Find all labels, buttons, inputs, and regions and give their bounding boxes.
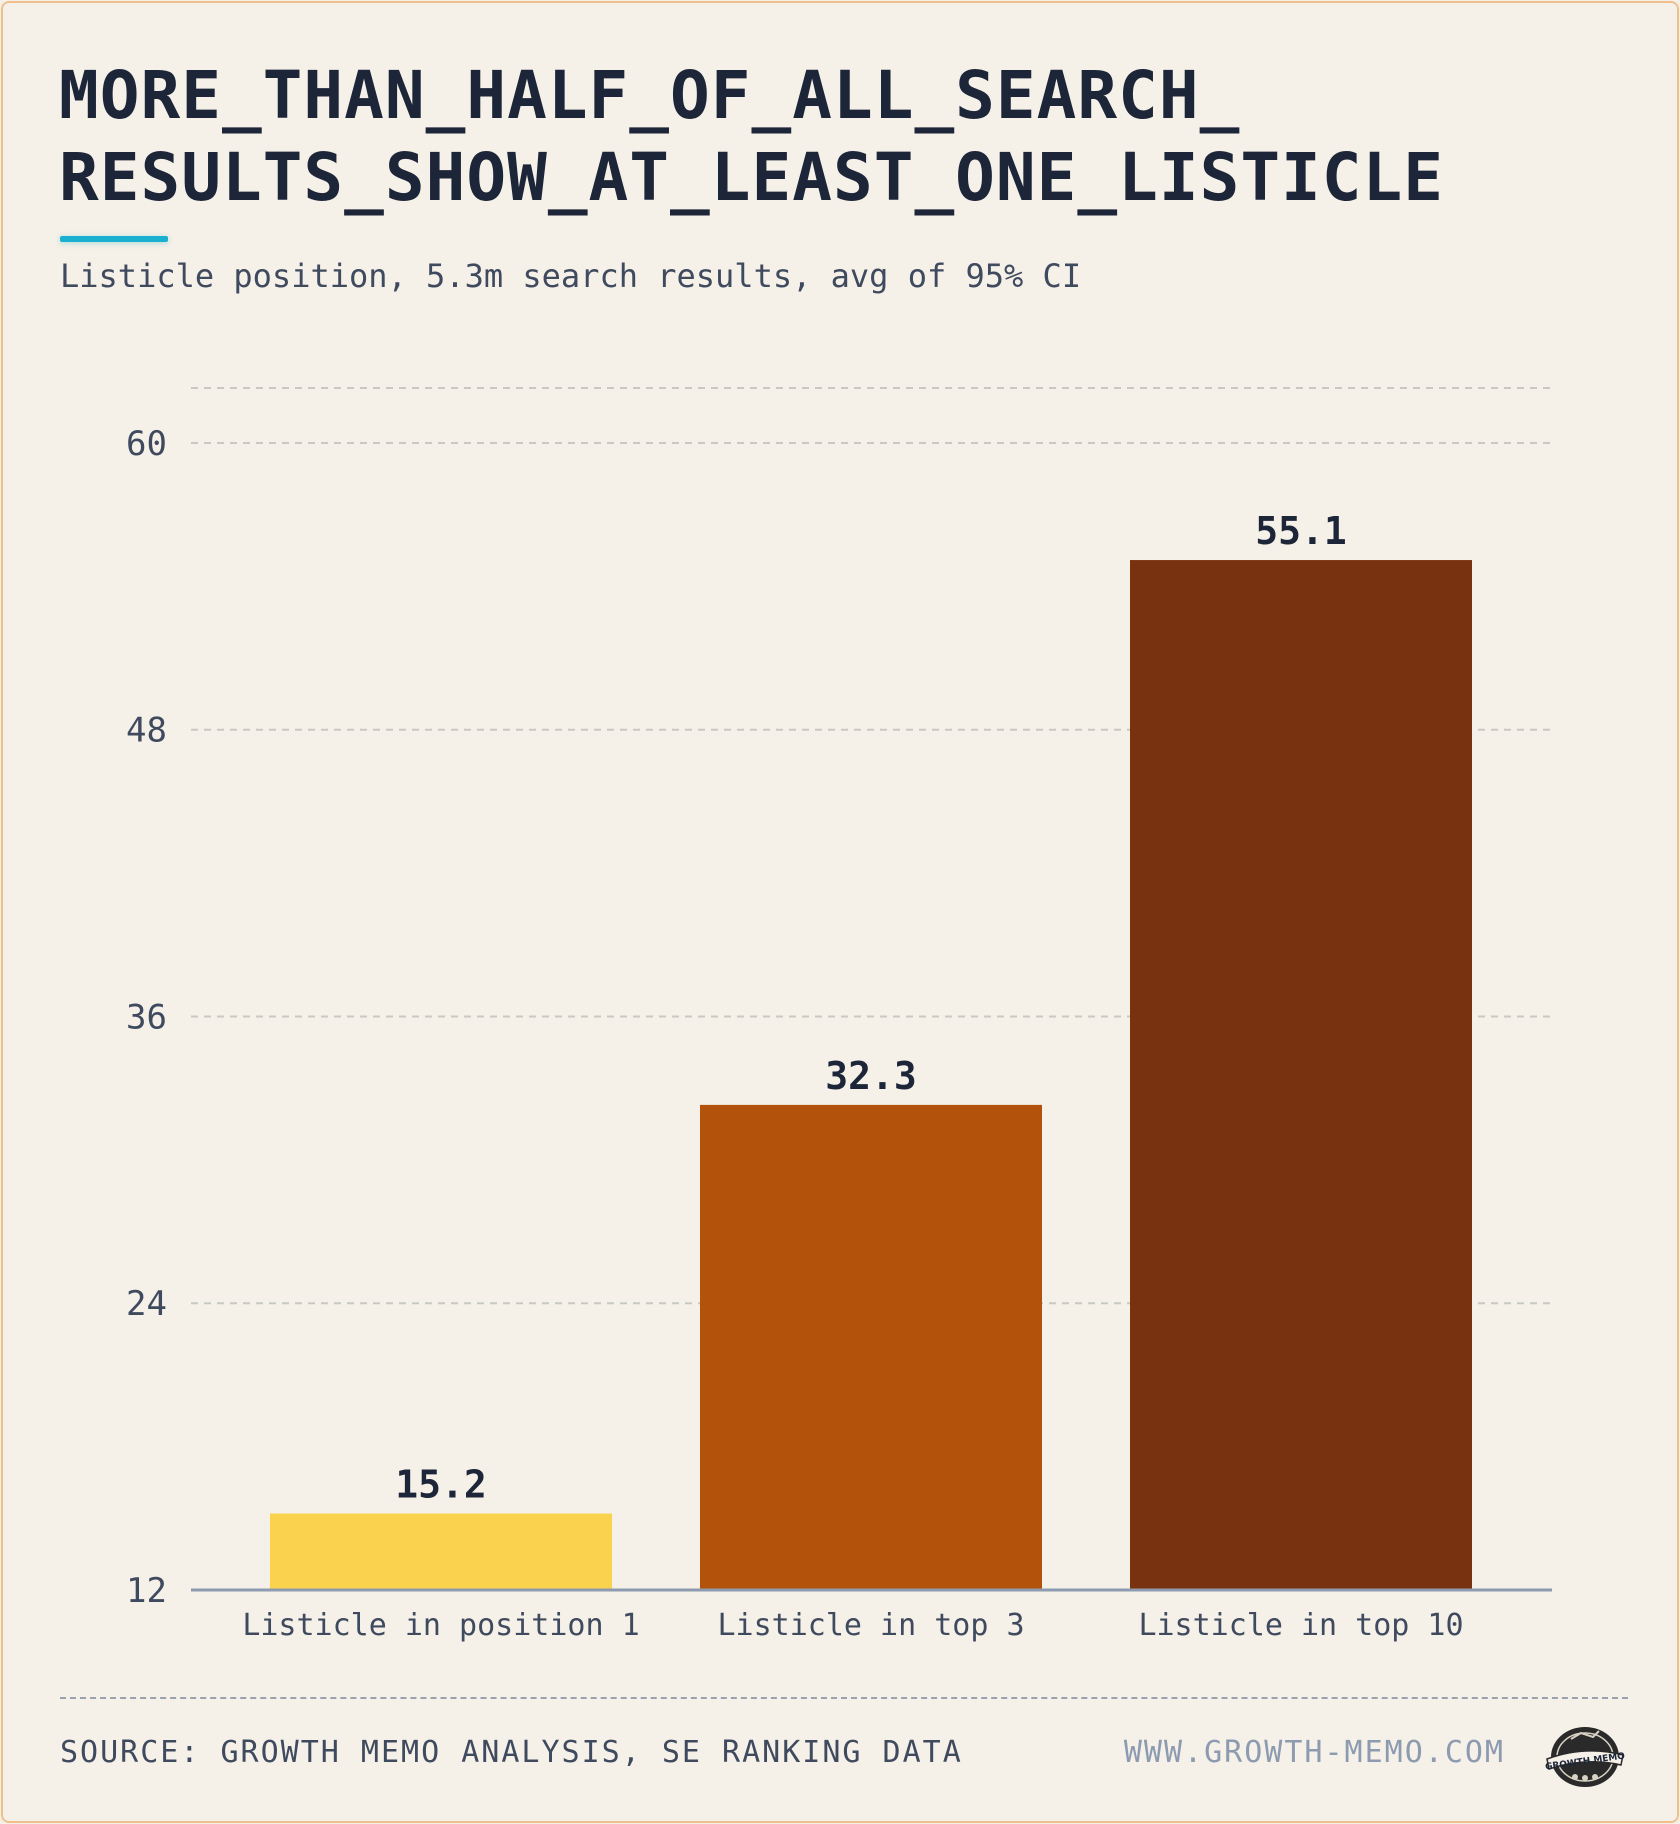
bar (700, 1104, 1042, 1590)
title-accent-bar (60, 236, 168, 242)
y-tick-label: 36 (126, 997, 167, 1037)
x-tick-label: Listicle in top 10 (1138, 1608, 1463, 1643)
bar-value-label: 32.3 (825, 1054, 917, 1098)
bar (1130, 560, 1472, 1590)
growth-memo-logo: GROWTH MEMO (1545, 1727, 1626, 1787)
y-tick-label: 12 (126, 1571, 167, 1611)
bar-value-label: 15.2 (395, 1463, 487, 1507)
x-tick-label: Listicle in position 1 (242, 1608, 639, 1643)
bar-value-label: 55.1 (1255, 509, 1347, 553)
website-link[interactable]: WWW.GROWTH-MEMO.COM (1123, 1735, 1505, 1770)
source-note: SOURCE: GROWTH MEMO ANALYSIS, SE RANKING… (60, 1735, 963, 1770)
y-tick-label: 24 (126, 1284, 167, 1324)
bar-chart: 12 24 36 48 60 15.2 Listicle in position 1 32.3… (126, 387, 1552, 1643)
y-tick-label: 48 (126, 711, 167, 751)
chart-subtitle: Listicle position, 5.3m search results, … (60, 257, 1082, 295)
x-tick-label: Listicle in top 3 (717, 1608, 1024, 1643)
bar (270, 1513, 612, 1590)
chart-title: MORE_THAN_HALF_OF_ALL_SEARCH_ RESULTS_SH… (59, 57, 1445, 216)
y-tick-label: 60 (126, 424, 167, 464)
footer-divider (60, 1697, 1628, 1699)
